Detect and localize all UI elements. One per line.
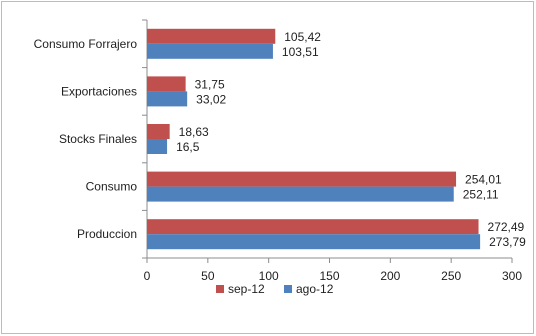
chart-bars: [147, 28, 481, 250]
data-label: 18,63: [179, 125, 209, 139]
bar-sep-12: [147, 124, 170, 139]
data-label: 105,42: [284, 30, 321, 44]
bar-ago-12: [147, 139, 168, 154]
legend-label: ago-12: [296, 282, 334, 296]
x-tick-label: 0: [144, 269, 151, 283]
category-label: Exportaciones: [61, 84, 137, 98]
x-tick-label: 250: [441, 269, 461, 283]
bar-sep-12: [147, 219, 479, 235]
category-label: Stocks Finales: [59, 132, 137, 146]
data-label: 103,51: [282, 45, 319, 59]
bar-sep-12: [147, 171, 457, 187]
data-label: 31,75: [195, 77, 225, 91]
data-label: 252,11: [463, 188, 499, 202]
data-label: 33,02: [196, 92, 226, 106]
x-tick-label: 300: [502, 269, 522, 283]
chart-labels: Consumo Forrajero Exportaciones Stocks Fin…: [34, 30, 527, 249]
category-label: Produccion: [77, 227, 137, 241]
data-label: 16,5: [176, 140, 200, 154]
bar-ago-12: [147, 234, 481, 250]
bar-sep-12: [147, 76, 186, 92]
data-label: 273,79: [489, 235, 526, 249]
bar-ago-12: [147, 43, 273, 59]
bar-ago-12: [147, 186, 454, 202]
x-tick-label: 200: [380, 269, 400, 283]
bar-ago-12: [147, 91, 188, 107]
chart-legend: sep-12 ago-12: [216, 282, 334, 296]
category-label: Consumo Forrajero: [34, 37, 138, 51]
x-tick-label: 150: [319, 269, 339, 283]
chart-axes: 0 50 100 150 200 250 300: [142, 19, 522, 283]
category-label: Consumo: [86, 180, 138, 194]
x-tick-label: 50: [201, 269, 215, 283]
legend-label: sep-12: [228, 282, 265, 296]
data-label: 272,49: [488, 220, 525, 234]
legend-swatch: [284, 285, 292, 293]
x-tick-label: 100: [259, 269, 279, 283]
bar-sep-12: [147, 28, 276, 44]
data-label: 254,01: [465, 173, 502, 187]
legend-swatch: [216, 285, 224, 293]
